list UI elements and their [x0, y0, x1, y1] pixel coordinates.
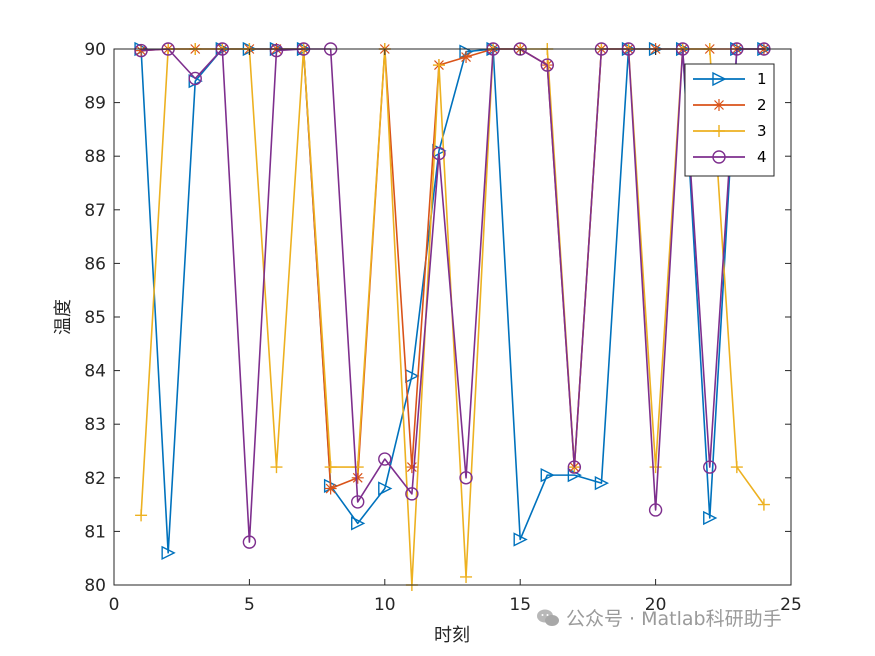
- y-tick-label: 90: [84, 40, 106, 60]
- legend: 1 2 3 4: [684, 63, 775, 177]
- series-2-point: [460, 51, 473, 64]
- series-4-point: [351, 495, 365, 509]
- series-4-point: [269, 43, 284, 58]
- series-3-point: [324, 461, 337, 474]
- legend-entry-1: 1: [693, 70, 767, 88]
- series-3-point: [460, 570, 473, 583]
- series-4-point: [703, 460, 717, 474]
- legend-marker: [712, 71, 727, 87]
- legend-marker: [712, 150, 726, 164]
- series-3-point: [757, 498, 770, 511]
- x-axis-label: 时刻: [434, 625, 470, 646]
- wechat-icon: [537, 609, 559, 626]
- series-4-point: [540, 58, 554, 72]
- watermark-text: 公众号 · Matlab科研助手: [566, 608, 782, 630]
- x-tick-label: 15: [509, 595, 531, 615]
- legend-entry-2: 2: [693, 96, 767, 114]
- x-tick-label: 25: [780, 595, 802, 615]
- y-tick-label: 82: [84, 469, 106, 489]
- legend-label: 3: [757, 122, 767, 140]
- series-4-point: [567, 460, 582, 474]
- legend-label: 4: [757, 148, 767, 166]
- series-4-point: [378, 452, 392, 466]
- series-4-point: [405, 487, 419, 501]
- legend-marker: [713, 99, 725, 111]
- y-tick-label: 83: [84, 415, 106, 435]
- series-4-point: [459, 471, 473, 485]
- x-tick-label: 10: [374, 595, 396, 615]
- y-tick-label: 89: [84, 94, 106, 114]
- x-tick-label: 0: [109, 595, 120, 615]
- series-4-point: [134, 43, 148, 58]
- series-3-point: [649, 461, 662, 474]
- legend-label: 1: [757, 70, 767, 88]
- series-1-point: [703, 510, 718, 526]
- y-tick-label: 81: [84, 522, 106, 542]
- series-3-point: [432, 59, 445, 72]
- series-3-point: [351, 461, 364, 474]
- series-2-point: [324, 482, 337, 495]
- series-1-point: [540, 467, 555, 483]
- series-3-point: [270, 461, 283, 474]
- legend-entry-4: 4: [693, 148, 767, 166]
- series-4-point: [648, 503, 663, 517]
- legend-label: 2: [757, 96, 767, 114]
- series-2-point: [405, 461, 418, 474]
- series-4-point: [188, 71, 202, 86]
- y-tick-label: 80: [84, 576, 106, 596]
- legend-marker: [713, 125, 725, 137]
- ticks-layer: 0 5 10 15 20 25 80 81 82 83 84 85 86 87 88 89 90: [84, 40, 801, 615]
- series-2-point: [351, 471, 364, 484]
- series-4-point: [242, 535, 257, 549]
- y-tick-label: 88: [84, 147, 106, 167]
- series-1-point: [378, 481, 393, 496]
- series-1-point: [594, 476, 610, 491]
- series-1-point: [513, 532, 528, 547]
- legend-entry-3: 3: [693, 122, 767, 140]
- series-4-line: [141, 48, 764, 543]
- y-tick-label: 86: [84, 254, 106, 274]
- y-tick-label: 87: [84, 201, 106, 221]
- series-1-point: [161, 545, 176, 560]
- series-3-point: [135, 509, 148, 522]
- y-tick-label: 85: [84, 308, 106, 328]
- series-3-point: [730, 461, 743, 474]
- y-tick-label: 84: [84, 362, 106, 382]
- series-4-point: [432, 146, 446, 161]
- y-axis-label: 温度: [53, 299, 74, 335]
- x-tick-label: 5: [244, 595, 255, 615]
- x-tick-label: 20: [645, 595, 667, 615]
- watermark: 公众号 · Matlab科研助手: [536, 604, 782, 631]
- series-1-point: [351, 516, 366, 531]
